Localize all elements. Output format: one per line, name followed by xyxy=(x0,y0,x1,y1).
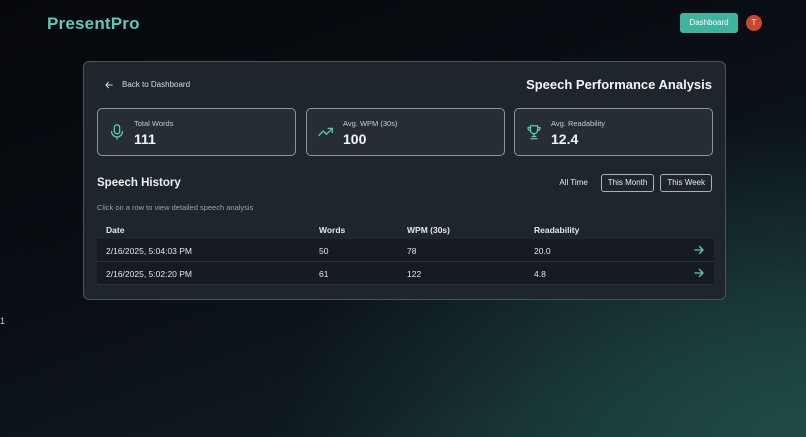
column-header-wpm: WPM (30s) xyxy=(407,225,450,235)
dashboard-button[interactable]: Dashboard xyxy=(680,13,738,33)
table-row[interactable]: 2/16/2025, 5:04:03 PM 50 78 20.0 xyxy=(97,239,714,262)
table-header: Date Words WPM (30s) Readability xyxy=(97,220,714,239)
cell-wpm: 78 xyxy=(407,246,417,256)
cell-readability: 4.8 xyxy=(534,269,546,279)
trophy-icon xyxy=(527,125,541,140)
filter-all-time[interactable]: All Time xyxy=(552,174,594,192)
stat-card-avg-wpm: Avg. WPM (30s) 100 xyxy=(306,108,505,156)
speech-history-title: Speech History xyxy=(97,177,181,189)
cell-words: 50 xyxy=(319,246,329,256)
cell-words: 61 xyxy=(319,269,329,279)
table-row[interactable]: 2/16/2025, 5:02:20 PM 61 122 4.8 xyxy=(97,262,714,285)
stat-card-total-words: Total Words 111 xyxy=(97,108,296,156)
page-title: Speech Performance Analysis xyxy=(526,77,712,92)
analysis-card: Back to Dashboard Speech Performance Ana… xyxy=(83,61,726,300)
brand-logo[interactable]: PresentPro xyxy=(47,14,140,33)
column-header-readability: Readability xyxy=(534,225,580,235)
cell-wpm: 122 xyxy=(407,269,422,279)
column-header-words: Words xyxy=(319,225,346,235)
stat-card-avg-readability: Avg. Readability 12.4 xyxy=(514,108,713,156)
trending-up-icon xyxy=(318,127,333,137)
stat-value: 12.4 xyxy=(551,131,579,147)
stat-label: Avg. Readability xyxy=(551,119,606,128)
filter-this-month[interactable]: This Month xyxy=(600,174,655,192)
speech-history-table: Date Words WPM (30s) Readability 2/16/20… xyxy=(97,220,714,285)
filter-this-week[interactable]: This Week xyxy=(660,174,712,192)
cell-date: 2/16/2025, 5:04:03 PM xyxy=(106,246,193,256)
avatar[interactable]: T xyxy=(746,15,762,31)
column-header-date: Date xyxy=(106,225,125,235)
back-label: Back to Dashboard xyxy=(122,80,191,89)
stat-value: 100 xyxy=(343,131,367,147)
arrow-right-icon[interactable] xyxy=(694,245,704,255)
microphone-icon xyxy=(110,124,124,140)
cell-date: 2/16/2025, 5:02:20 PM xyxy=(106,269,193,279)
back-to-dashboard-link[interactable]: Back to Dashboard xyxy=(105,80,190,89)
stat-label: Total Words xyxy=(134,119,174,128)
arrow-left-icon xyxy=(105,81,113,88)
arrow-right-icon[interactable] xyxy=(694,268,704,278)
time-filters: All Time This Month This Week xyxy=(552,174,712,192)
history-hint: Click on a row to view detailed speech a… xyxy=(97,203,254,212)
stat-label: Avg. WPM (30s) xyxy=(343,119,398,128)
side-mark: 1 xyxy=(0,316,6,326)
stat-value: 111 xyxy=(134,131,156,147)
cell-readability: 20.0 xyxy=(534,246,551,256)
